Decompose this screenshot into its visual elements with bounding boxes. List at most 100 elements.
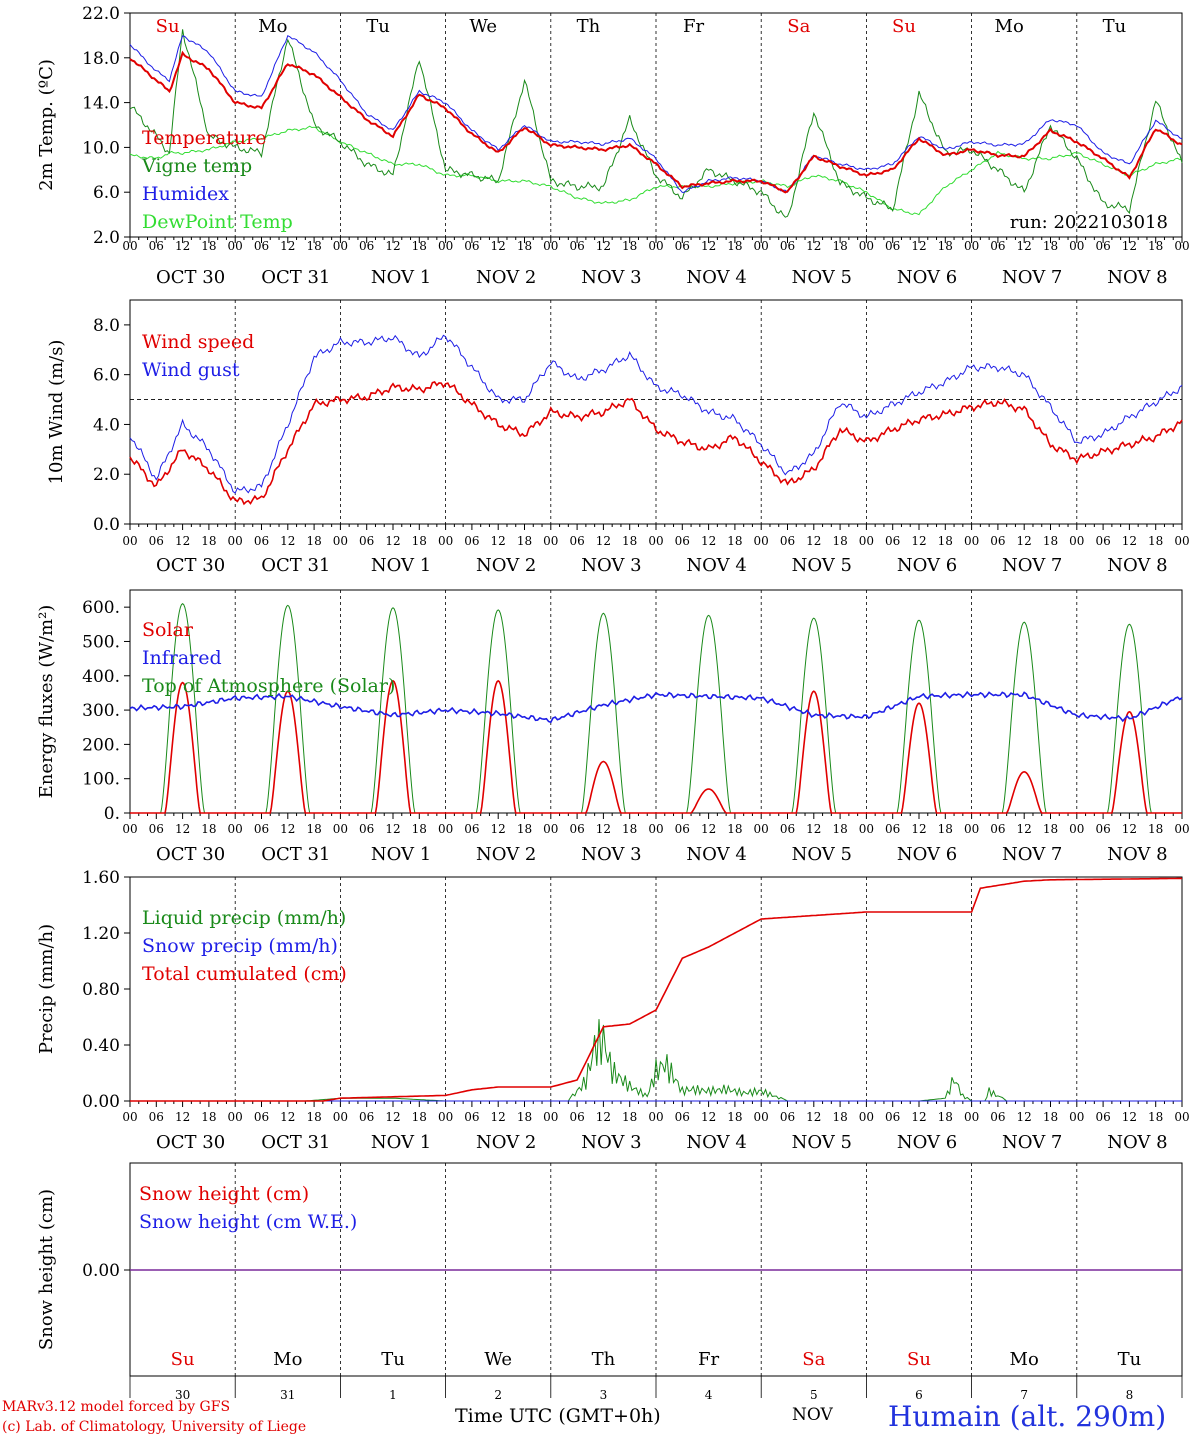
series-total-cumulated [130,877,1182,1102]
y-tick-label: 0.40 [82,1036,120,1056]
y-tick-label: 18.0 [82,49,120,69]
y-tick-label: 6.0 [93,183,120,203]
date-label: OCT 30 [156,1132,225,1153]
model-credit: MARv3.12 model forced by GFS [2,1399,231,1415]
hour-tick-label: 06 [1095,534,1110,548]
hour-tick-label: 12 [911,1110,926,1124]
hour-tick-label: 12 [280,239,295,253]
hour-tick-label: 06 [990,239,1005,253]
date-label: OCT 30 [156,555,225,576]
date-label: OCT 31 [261,555,330,576]
hour-tick-label: 12 [175,822,190,836]
hour-tick-label: 06 [254,534,269,548]
hour-tick-label: 00 [543,822,558,836]
hour-tick-label: 12 [596,534,611,548]
hour-tick-label: 00 [859,1110,874,1124]
date-label: NOV 3 [581,844,641,865]
hour-tick-label: 18 [622,822,637,836]
legend-entry: Temperature [142,127,266,149]
y-tick-label: 2.0 [93,465,120,485]
date-label: NOV 7 [1002,1132,1062,1153]
series-humidex [129,34,1183,193]
hour-tick-label: 18 [517,822,532,836]
date-label: OCT 31 [261,844,330,865]
hour-tick-label: 00 [333,822,348,836]
hour-tick-label: 18 [832,1110,847,1124]
hour-tick-label: 00 [543,534,558,548]
legend-entry: DewPoint Temp [142,211,293,233]
series-top-of-atmosphere [130,603,1182,814]
hour-tick-label: 06 [780,239,795,253]
panel-frame [129,12,1183,238]
hour-tick-label: 06 [149,534,164,548]
hour-tick-label: 00 [122,239,137,253]
hour-tick-label: 12 [806,822,821,836]
hour-tick-label: 00 [964,239,979,253]
hour-tick-label: 00 [648,534,663,548]
hour-tick-label: 12 [491,534,506,548]
hour-tick-label: 06 [885,239,900,253]
hour-tick-label: 00 [1069,1110,1084,1124]
hour-tick-label: 18 [1043,1110,1058,1124]
hour-tick-label: 18 [1148,1110,1163,1124]
date-label: NOV 5 [792,267,852,288]
hour-tick-label: 00 [543,1110,558,1124]
hour-tick-label: 12 [596,1110,611,1124]
hour-tick-label: 00 [438,534,453,548]
hour-tick-label: 06 [780,822,795,836]
hour-tick-label: 18 [1148,239,1163,253]
weekday-label: We [484,1349,512,1370]
y-tick-label: 400. [82,667,120,687]
hour-tick-label: 12 [280,1110,295,1124]
hour-tick-label: 18 [412,534,427,548]
hour-tick-label: 12 [1017,822,1032,836]
series-solar [130,679,1182,814]
hour-tick-label: 06 [675,239,690,253]
hour-tick-label: 06 [885,822,900,836]
legend-entry: Snow height (cm W.E.) [139,1211,357,1233]
month-label: NOV [792,1405,833,1425]
hour-tick-label: 18 [412,239,427,253]
hour-tick-label: 18 [938,239,953,253]
hour-tick-label: 18 [832,534,847,548]
hour-tick-label: 06 [675,534,690,548]
station-title: Humain (alt. 290m) [888,1400,1167,1433]
hour-tick-label: 12 [1122,534,1137,548]
panel-frame [129,299,1183,525]
hour-tick-label: 06 [675,822,690,836]
date-label: NOV 1 [371,844,431,865]
hour-tick-label: 00 [1174,534,1189,548]
y-tick-label: 4.0 [93,415,120,435]
date-label: NOV 8 [1107,555,1167,576]
y-tick-label: 500. [82,632,120,652]
hour-tick-label: 06 [254,822,269,836]
legend-entry: Infrared [142,647,222,669]
hour-tick-label: 06 [990,1110,1005,1124]
date-label: NOV 3 [581,267,641,288]
hour-tick-label: 18 [622,534,637,548]
hour-tick-label: 00 [754,822,769,836]
hour-tick-label: 00 [543,239,558,253]
date-label: OCT 31 [261,1132,330,1153]
weekday-label: Mo [1010,1349,1039,1370]
hour-tick-label: 06 [569,822,584,836]
hour-tick-label: 06 [990,534,1005,548]
legend-entry: Wind gust [142,359,240,381]
date-label: NOV 1 [371,267,431,288]
hour-tick-label: 06 [464,534,479,548]
lab-credit: (c) Lab. of Climatology, University of L… [2,1419,307,1435]
date-label: OCT 31 [261,267,330,288]
day-number-label: 3 [600,1388,608,1402]
hour-tick-label: 00 [228,822,243,836]
hour-tick-label: 18 [938,1110,953,1124]
hour-tick-label: 06 [359,239,374,253]
hour-tick-label: 18 [306,1110,321,1124]
hour-tick-label: 00 [1069,822,1084,836]
hour-tick-label: 06 [780,1110,795,1124]
hour-tick-label: 06 [149,239,164,253]
hour-tick-label: 06 [885,1110,900,1124]
date-label: NOV 1 [371,1132,431,1153]
hour-tick-label: 06 [149,822,164,836]
hour-tick-label: 18 [517,1110,532,1124]
day-number-label: 7 [1020,1388,1028,1402]
